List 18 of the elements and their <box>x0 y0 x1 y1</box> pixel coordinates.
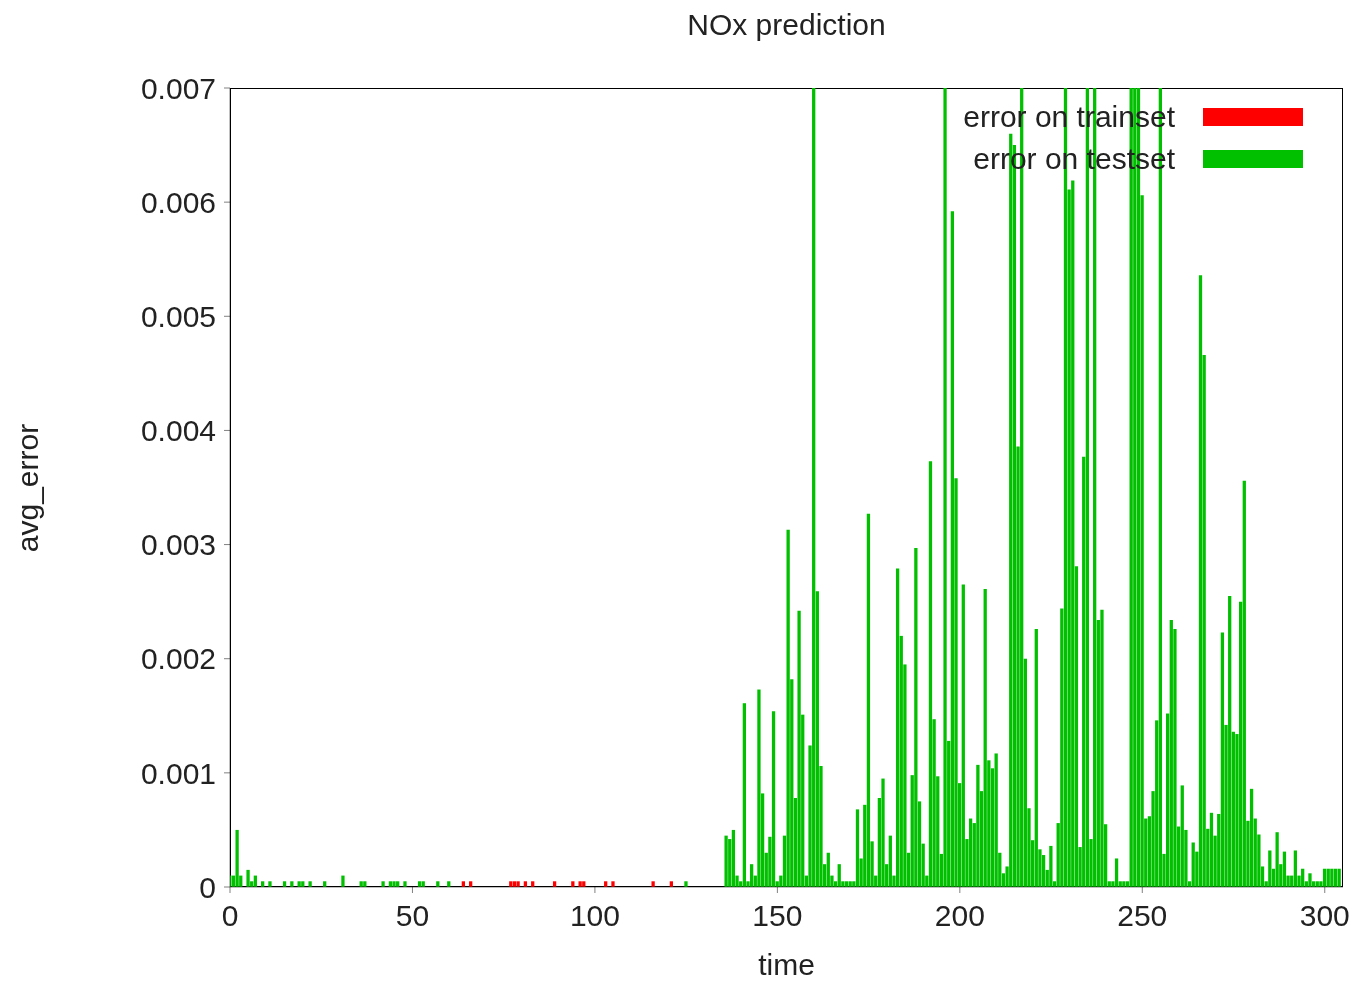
y-tick-label: 0.001 <box>140 756 216 790</box>
x-tick-label: 100 <box>569 899 620 933</box>
x-tick-label: 300 <box>1299 899 1350 933</box>
x-tick-label: 150 <box>752 899 803 933</box>
x-tick-label: 250 <box>1117 899 1168 933</box>
y-tick-label: 0.006 <box>140 185 216 219</box>
y-tick-label: 0.005 <box>140 299 216 333</box>
y-tick-label: 0.007 <box>140 71 216 105</box>
y-tick-label: 0.003 <box>140 528 216 562</box>
y-axis-title: avg_error <box>11 423 45 552</box>
chart-title: NOx prediction <box>686 8 887 42</box>
x-axis-title: time <box>757 948 816 982</box>
y-tick-label: 0 <box>199 870 216 904</box>
y-tick-label: 0.004 <box>140 414 216 448</box>
x-tick-label: 0 <box>221 899 239 933</box>
x-tick-label: 200 <box>934 899 985 933</box>
y-tick-label: 0.002 <box>140 642 216 676</box>
x-tick-label: 50 <box>395 899 430 933</box>
